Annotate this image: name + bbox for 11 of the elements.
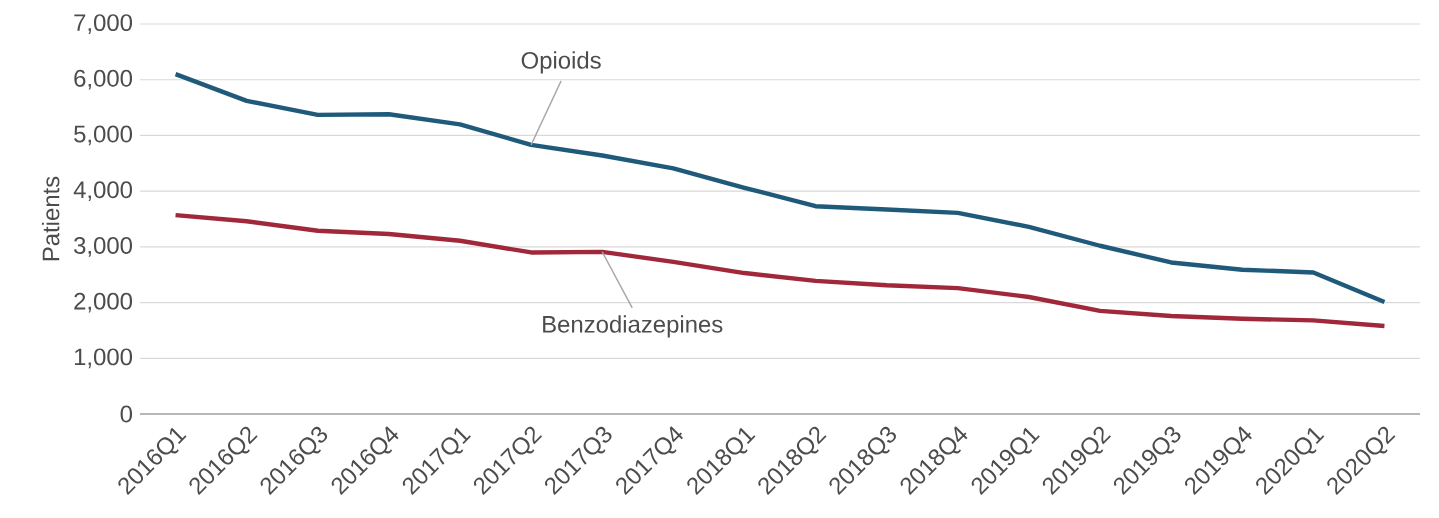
series-label: Benzodiazepines (543, 315, 723, 338)
y-tick-label: 6,000 (74, 69, 133, 90)
y-tick-label: 4,000 (73, 181, 133, 202)
y-axis-title: Patients (41, 176, 60, 261)
y-tick-label: 0 (120, 405, 133, 423)
y-tick-label: 2,000 (74, 292, 133, 313)
y-tick-label: 1,000 (74, 348, 133, 369)
text: Opioids (521, 51, 601, 74)
y-tick-label: 7,000 (74, 14, 133, 34)
y-tick-label: 5,000 (74, 125, 133, 146)
y-tick-label: 3,000 (74, 236, 133, 257)
